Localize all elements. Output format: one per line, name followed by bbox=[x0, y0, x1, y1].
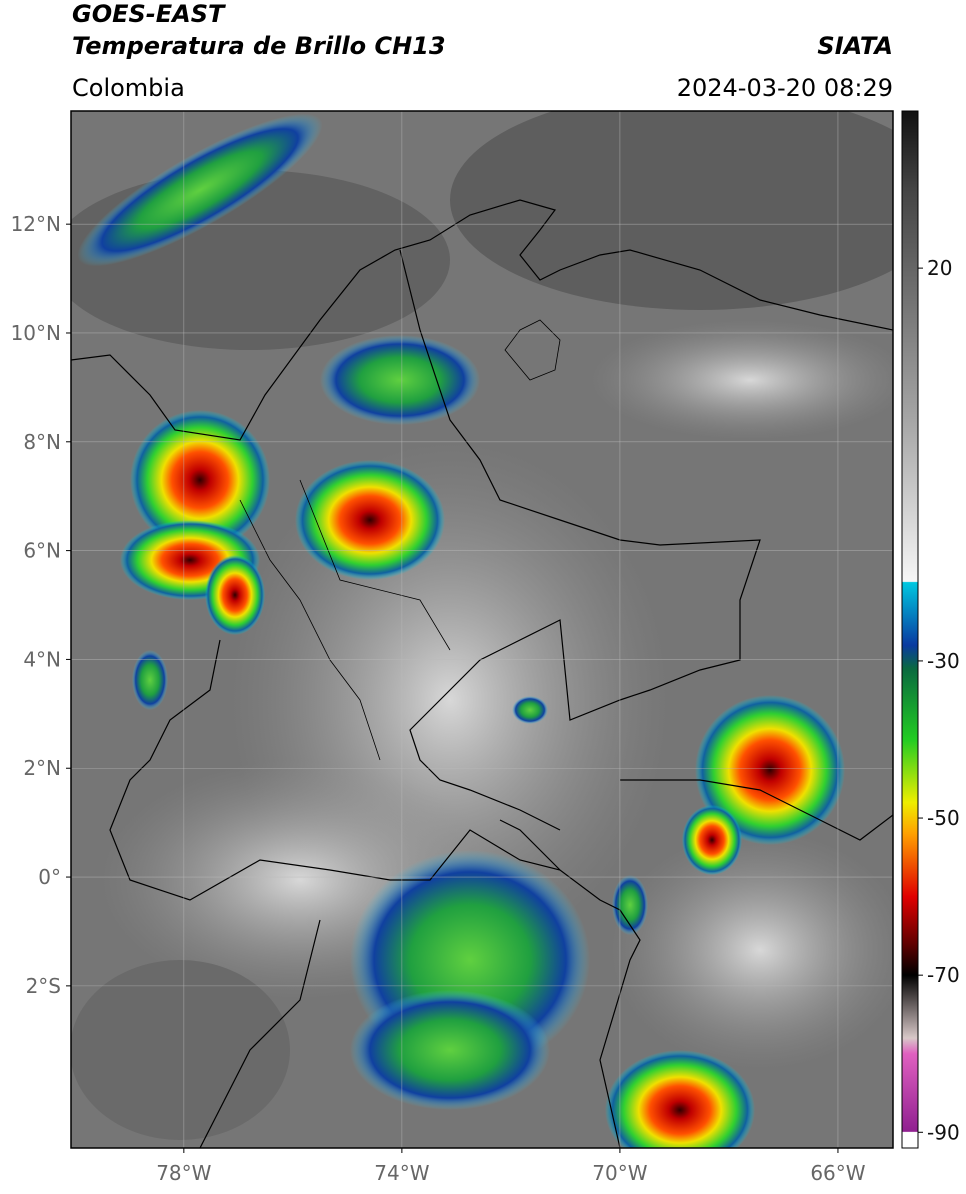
y-tick-label: 6°N bbox=[23, 539, 61, 563]
y-tick-label: 2°N bbox=[23, 756, 61, 780]
y-tick-label: 2°S bbox=[26, 974, 61, 998]
x-tick-label: 78°W bbox=[156, 1161, 211, 1185]
title: GOES-EAST bbox=[72, 0, 226, 28]
colorbar-tick-label: -70 bbox=[927, 963, 960, 987]
colorbar-tick-label: -50 bbox=[927, 806, 960, 830]
colorbar-tick-label: 20 bbox=[927, 256, 952, 280]
x-tick-label: 70°W bbox=[592, 1161, 647, 1185]
y-tick-label: 0° bbox=[38, 865, 61, 889]
x-tick-label: 74°W bbox=[374, 1161, 429, 1185]
source: SIATA bbox=[817, 32, 893, 60]
colorbar-tick-label: -30 bbox=[927, 649, 960, 673]
y-tick-label: 8°N bbox=[23, 430, 61, 454]
colorbar bbox=[901, 110, 919, 1149]
timestamp: 2024-03-20 08:29 bbox=[677, 74, 893, 102]
graticule bbox=[71, 111, 893, 1148]
map-frame bbox=[70, 110, 894, 1149]
colorbar-tick-label: -90 bbox=[927, 1120, 960, 1144]
y-tick-label: 12°N bbox=[11, 212, 61, 236]
y-tick-label: 4°N bbox=[23, 647, 61, 671]
subtitle: Temperatura de Brillo CH13 bbox=[72, 32, 446, 60]
x-tick-label: 66°W bbox=[810, 1161, 865, 1185]
satellite-image bbox=[71, 111, 893, 1148]
y-tick-label: 10°N bbox=[11, 321, 61, 345]
region: Colombia bbox=[72, 74, 185, 102]
